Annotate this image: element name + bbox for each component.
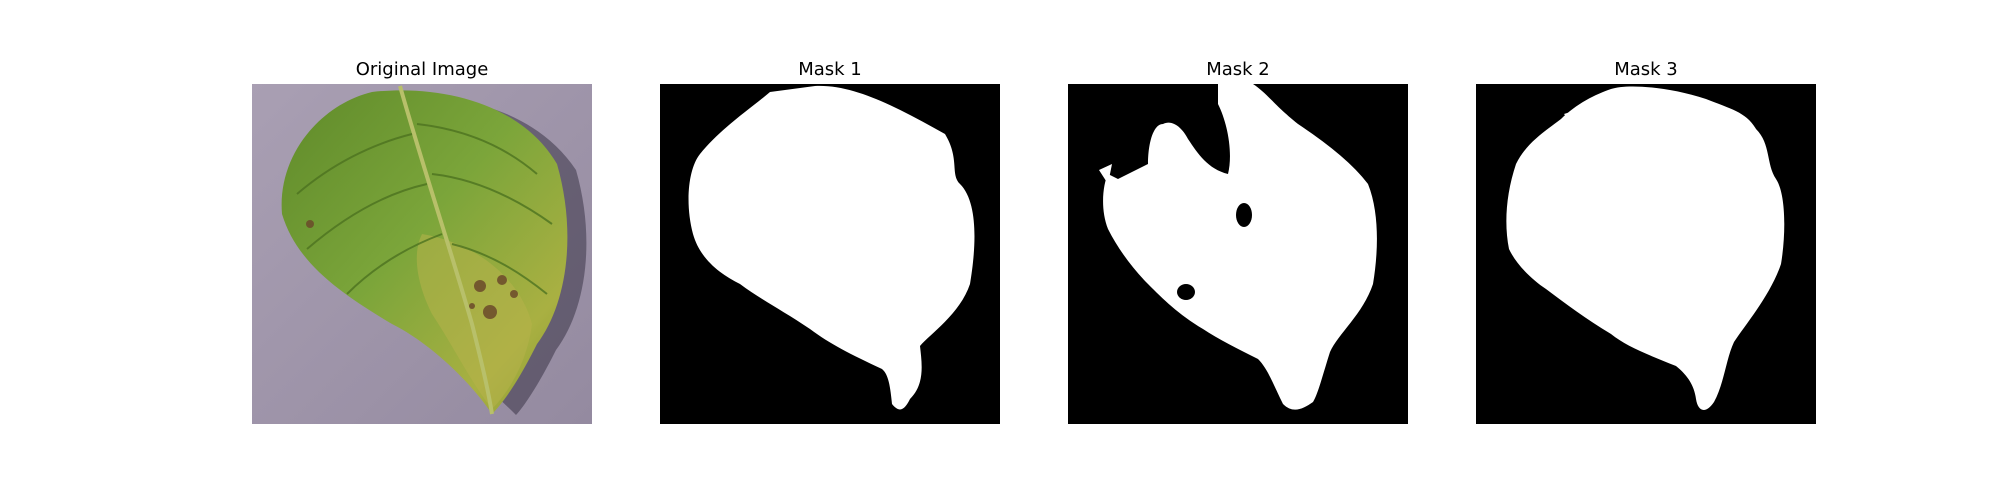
original-image: [252, 84, 592, 424]
panel-title: Mask 3: [1614, 59, 1678, 80]
panel-mask-3: Mask 3: [1476, 56, 1816, 424]
mask-3-image: [1476, 84, 1816, 424]
panel-original-image: Original Image: [252, 56, 592, 424]
panel-title: Mask 1: [798, 59, 862, 80]
mask-1-image: [660, 84, 1000, 424]
leaf-mask-icon: [660, 84, 1000, 424]
leaf-mask-icon: [1068, 84, 1408, 424]
panel-title: Mask 2: [1206, 59, 1270, 80]
panel-mask-1: Mask 1: [660, 56, 1000, 424]
leaf-photo-icon: [252, 84, 592, 424]
panel-mask-2: Mask 2: [1068, 56, 1408, 424]
leaf-mask-icon: [1476, 84, 1816, 424]
mask-2-image: [1068, 84, 1408, 424]
panel-title: Original Image: [355, 59, 489, 80]
